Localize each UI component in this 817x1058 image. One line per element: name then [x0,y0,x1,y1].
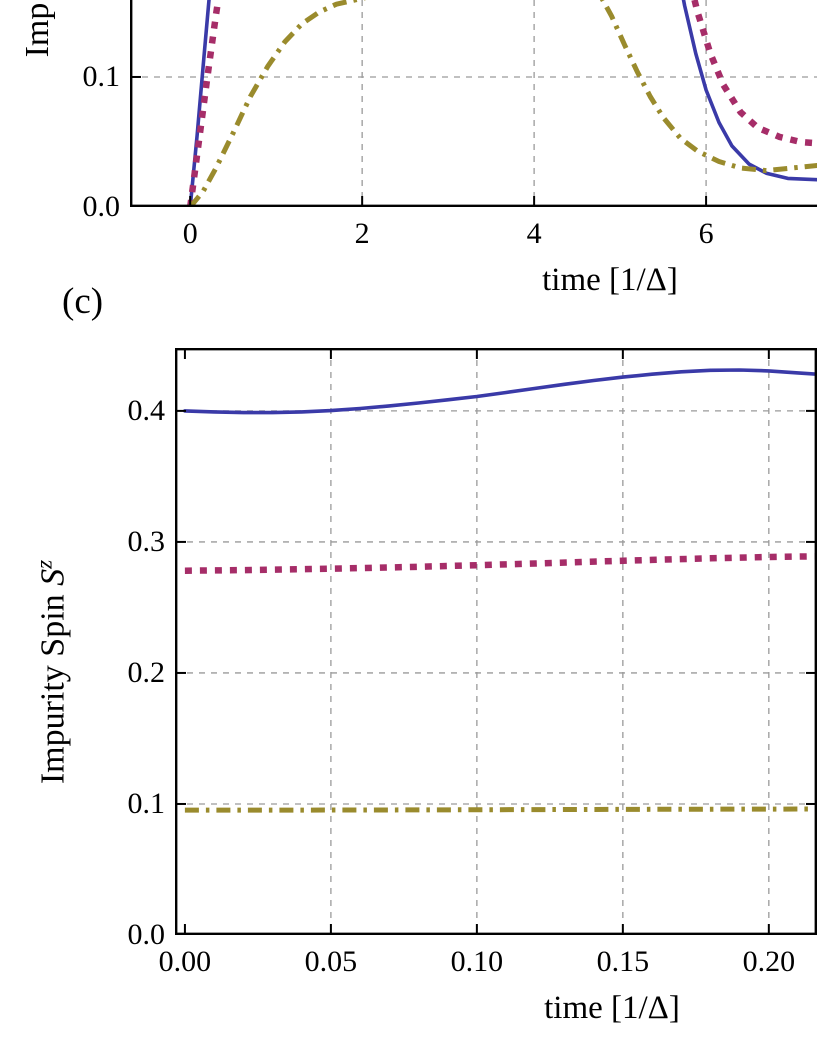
bottom-y-axis-label-text: Impurity Spin [34,585,72,785]
dashdot-olive-curve [188,0,817,207]
top-y-tick-label: 0.0 [82,189,121,223]
top-plot-svg [130,0,817,207]
top-x-tick-label: 6 [698,217,714,250]
bottom-y-axis-label: Impurity Spin Sz [31,560,72,784]
bottom-y-tick-label: 0.2 [127,655,166,689]
top-plot-area [130,0,817,207]
bottom-y-tick-label: 0.1 [127,786,166,820]
panel-label: (c) [62,281,104,322]
bottom-y-axis-label-symbol: S [34,568,72,586]
top-x-axis-label: time [1/Δ] [542,262,678,298]
bottom-x-tick-label: 0.20 [742,945,796,978]
solid-blue-curve [188,0,817,207]
dashdot-olive-curve [184,806,817,813]
bottom-y-axis-label-superscript: z [31,559,58,569]
bottom-x-axis-label: time [1/Δ] [544,990,680,1026]
top-y-tick-label: 0.1 [82,59,121,93]
bottom-x-tick-label: 0.05 [304,945,358,978]
bottom-x-tick-label: 0.00 [158,945,212,978]
bottom-plot-area [175,348,817,935]
bottom-x-tick-label: 0.10 [450,945,504,978]
bottom-y-tick-label: 0.3 [127,524,166,558]
top-y-axis-label: Imp [19,2,56,58]
bottom-plot-svg [175,348,817,935]
bottom-y-tick-label: 0.4 [127,393,166,427]
dashed-magenta-curve [184,553,817,574]
dashed-magenta-curve [186,0,817,207]
top-x-tick-label: 2 [354,217,370,250]
bottom-x-tick-label: 0.15 [596,945,650,978]
top-x-tick-label: 0 [182,217,198,250]
solid-blue-curve [183,368,817,415]
bottom-y-tick-label: 0.0 [127,917,166,951]
top-x-tick-label: 4 [526,217,542,250]
